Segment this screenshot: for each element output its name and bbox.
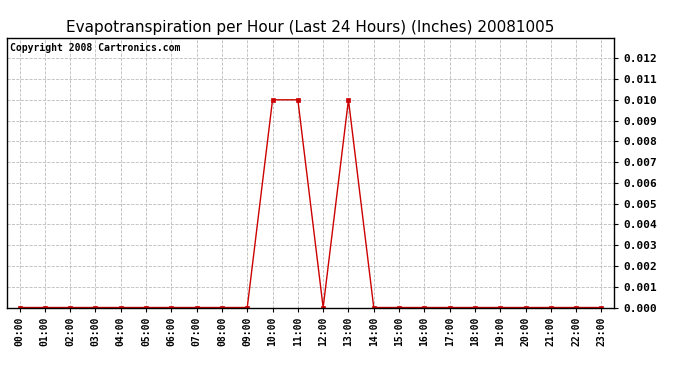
Text: Copyright 2008 Cartronics.com: Copyright 2008 Cartronics.com [10, 43, 180, 53]
Title: Evapotranspiration per Hour (Last 24 Hours) (Inches) 20081005: Evapotranspiration per Hour (Last 24 Hou… [66, 20, 555, 35]
